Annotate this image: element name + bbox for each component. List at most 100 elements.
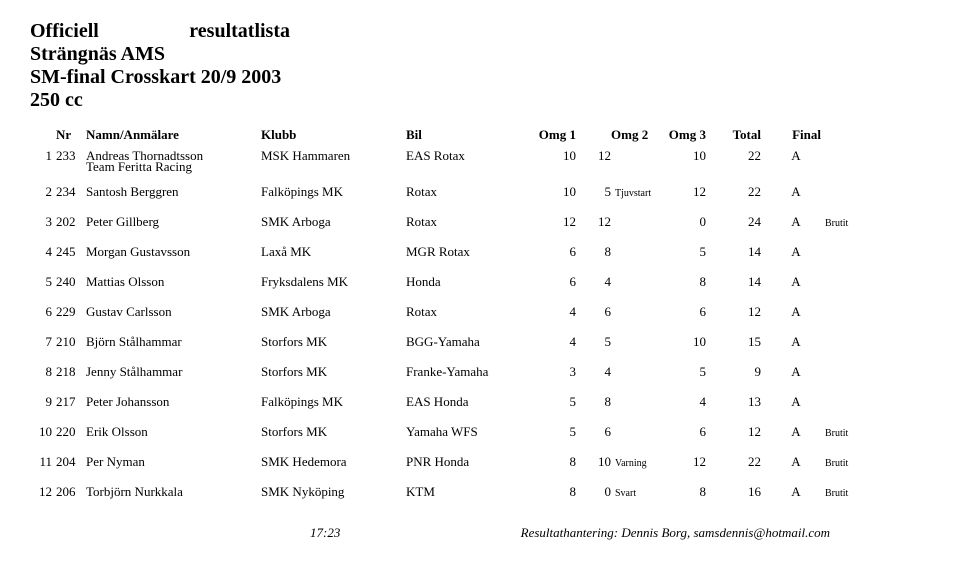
- cell-rank: 10: [30, 424, 56, 440]
- cell-omg1: 10: [531, 184, 586, 200]
- cell-omg1: 8: [531, 454, 586, 470]
- cell-omg3: 8: [661, 484, 716, 500]
- cell-rank: 11: [30, 454, 56, 470]
- cell-omg3: 8: [661, 274, 716, 290]
- cell-final: A: [771, 394, 821, 410]
- cell-omg1: 6: [531, 244, 586, 260]
- cell-omg2: 4: [586, 274, 611, 290]
- cell-omg3: 12: [661, 454, 716, 470]
- table-header: Nr Namn/Anmälare Klubb Bil Omg 1 Omg 2 O…: [30, 127, 930, 143]
- cell-name: Torbjörn Nurkkala: [86, 484, 261, 500]
- cell-bil: Rotax: [406, 214, 531, 230]
- cell-total: 14: [716, 274, 771, 290]
- cell-klubb: Falköpings MK: [261, 394, 406, 410]
- cell-num: 210: [56, 334, 86, 350]
- cell-omg2: 8: [586, 244, 611, 260]
- title-word2: resultatlista: [189, 20, 290, 43]
- hdr-omg3: Omg 3: [661, 127, 716, 143]
- cell-num: 218: [56, 364, 86, 380]
- cell-final: A: [771, 454, 821, 470]
- cell-omg2: 6: [586, 304, 611, 320]
- cell-final: A: [771, 214, 821, 230]
- cell-final: A: [771, 334, 821, 350]
- cell-name: Jenny Stålhammar: [86, 364, 261, 380]
- hdr-omg1: Omg 1: [531, 127, 586, 143]
- cell-final-note: Brutit: [821, 218, 866, 229]
- cell-final: A: [771, 244, 821, 260]
- cell-omg1: 4: [531, 304, 586, 320]
- table-row: 12 206 Torbjörn Nurkkala SMK Nyköping KT…: [30, 484, 930, 500]
- cell-name: Per Nyman: [86, 454, 261, 470]
- cell-klubb: Laxå MK: [261, 244, 406, 260]
- table-row: 8 218 Jenny Stålhammar Storfors MK Frank…: [30, 364, 930, 380]
- cell-bil: Honda: [406, 274, 531, 290]
- cell-total: 24: [716, 214, 771, 230]
- cell-name: Mattias Olsson: [86, 274, 261, 290]
- table-row: 10 220 Erik Olsson Storfors MK Yamaha WF…: [30, 424, 930, 440]
- cell-omg2: 8: [586, 394, 611, 410]
- hdr-bil: Bil: [406, 127, 531, 143]
- cell-total: 9: [716, 364, 771, 380]
- footer: 17:23 Resultathantering: Dennis Borg, sa…: [30, 525, 930, 541]
- cell-klubb: Storfors MK: [261, 364, 406, 380]
- cell-total: 22: [716, 454, 771, 470]
- cell-final: A: [771, 274, 821, 290]
- hdr-klubb: Klubb: [261, 127, 406, 143]
- hdr-total: Total: [716, 127, 771, 143]
- cell-omg3: 10: [661, 334, 716, 350]
- cell-omg3: 4: [661, 394, 716, 410]
- cell-name: Santosh Berggren: [86, 184, 261, 200]
- cell-num: 206: [56, 484, 86, 500]
- hdr-final: Final: [771, 127, 821, 143]
- cell-num: 220: [56, 424, 86, 440]
- cell-omg1: 5: [531, 424, 586, 440]
- footer-time: 17:23: [310, 525, 340, 541]
- cell-klubb: Storfors MK: [261, 424, 406, 440]
- cell-final: A: [771, 184, 821, 200]
- cell-final: A: [771, 484, 821, 500]
- cell-final: A: [771, 304, 821, 320]
- cell-omg3: 5: [661, 364, 716, 380]
- table-row: 2 234 Santosh Berggren Falköpings MK Rot…: [30, 184, 930, 200]
- cell-final-note: Brutit: [821, 458, 866, 469]
- cell-num: 217: [56, 394, 86, 410]
- cell-bil: Yamaha WFS: [406, 424, 531, 440]
- title-line2: Strängnäs AMS: [30, 43, 930, 66]
- cell-bil: BGG-Yamaha: [406, 334, 531, 350]
- cell-num: 202: [56, 214, 86, 230]
- cell-num: 204: [56, 454, 86, 470]
- cell-rank: 2: [30, 184, 56, 200]
- cell-omg1: 8: [531, 484, 586, 500]
- title-block: Officiell resultatlista Strängnäs AMS SM…: [30, 20, 930, 112]
- table-row: 3 202 Peter Gillberg SMK Arboga Rotax 12…: [30, 214, 930, 230]
- cell-klubb: SMK Hedemora: [261, 454, 406, 470]
- cell-omg2: 5: [586, 334, 611, 350]
- cell-rank: 12: [30, 484, 56, 500]
- cell-total: 12: [716, 304, 771, 320]
- cell-omg2-note: Tjuvstart: [611, 188, 661, 199]
- cell-omg2: 6: [586, 424, 611, 440]
- cell-omg2-note: Varning: [611, 458, 661, 469]
- cell-klubb: Storfors MK: [261, 334, 406, 350]
- cell-omg1: 6: [531, 274, 586, 290]
- cell-num: 245: [56, 244, 86, 260]
- table-row: 11 204 Per Nyman SMK Hedemora PNR Honda …: [30, 454, 930, 470]
- cell-bil: MGR Rotax: [406, 244, 531, 260]
- cell-omg3: 0: [661, 214, 716, 230]
- cell-bil: PNR Honda: [406, 454, 531, 470]
- cell-bil: Rotax: [406, 184, 531, 200]
- title-line3: SM-final Crosskart 20/9 2003: [30, 66, 930, 89]
- cell-omg1: 5: [531, 394, 586, 410]
- table-body: 1 233 Andreas Thornadtsson MSK Hammaren …: [30, 148, 930, 500]
- cell-total: 15: [716, 334, 771, 350]
- cell-omg1: 4: [531, 334, 586, 350]
- cell-final: A: [771, 424, 821, 440]
- hdr-namn: Namn/Anmälare: [86, 127, 261, 143]
- cell-klubb: SMK Arboga: [261, 304, 406, 320]
- cell-name: Peter Johansson: [86, 394, 261, 410]
- footer-credit: Resultathantering: Dennis Borg, samsdenn…: [521, 525, 830, 541]
- cell-name: Morgan Gustavsson: [86, 244, 261, 260]
- hdr-omg2: Omg 2: [611, 127, 661, 143]
- cell-omg3: 5: [661, 244, 716, 260]
- cell-num: 240: [56, 274, 86, 290]
